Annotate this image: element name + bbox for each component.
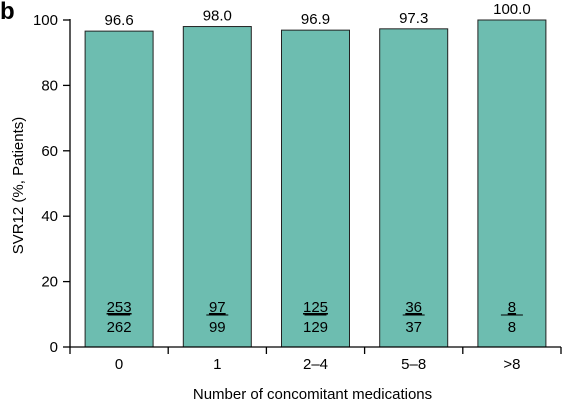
bar-value-label: 96.6 xyxy=(104,12,133,29)
bar xyxy=(182,26,252,348)
bar-numerator-label: 97 xyxy=(209,299,226,316)
y-tick-label: 0 xyxy=(50,339,58,356)
bar-numerator-label: 36 xyxy=(405,299,422,316)
bar xyxy=(281,29,350,348)
y-tick-label: 60 xyxy=(41,143,58,160)
y-tick-label: 80 xyxy=(41,77,58,94)
bar xyxy=(379,28,449,348)
bar-numerator-label: 253 xyxy=(107,299,132,316)
axes-group: 0 20 40 60 80 100 0 1 2–4 5–8 >8 xyxy=(33,12,562,373)
y-tick-label: 20 xyxy=(41,274,58,291)
y-tick-label: 100 xyxy=(33,12,58,29)
bar-denominator-label: 129 xyxy=(303,319,328,336)
bar-value-label: 100.0 xyxy=(493,1,531,18)
bar-numerator-label: 8 xyxy=(508,299,516,316)
bar-denominator-label: 99 xyxy=(209,319,226,336)
x-axis-label: Number of concomitant medications xyxy=(193,386,432,403)
bar xyxy=(84,30,154,348)
bar xyxy=(477,19,547,348)
bar-denominator-label: 262 xyxy=(107,319,132,336)
bar-numerator-label: 125 xyxy=(303,299,328,316)
bar-denominator-label: 8 xyxy=(508,319,516,336)
y-axis-label: SVR12 (%, Patients) xyxy=(10,117,27,255)
bar-value-label: 96.9 xyxy=(301,11,330,28)
bar-value-label: 97.3 xyxy=(399,10,428,27)
panel-label: b xyxy=(0,0,15,25)
bars-group: 96.6 253 262 98.0 97 99 96.9 125 129 97.3 36 37 100.… xyxy=(84,1,547,348)
x-tick-label: 2–4 xyxy=(303,356,328,373)
x-tick-label: >8 xyxy=(503,356,520,373)
bar-denominator-label: 37 xyxy=(405,319,422,336)
y-tick-label: 40 xyxy=(41,208,58,225)
x-tick-label: 1 xyxy=(213,356,221,373)
x-tick-label: 5–8 xyxy=(401,356,426,373)
x-tick-label: 0 xyxy=(115,356,123,373)
bar-value-label: 98.0 xyxy=(203,8,232,25)
